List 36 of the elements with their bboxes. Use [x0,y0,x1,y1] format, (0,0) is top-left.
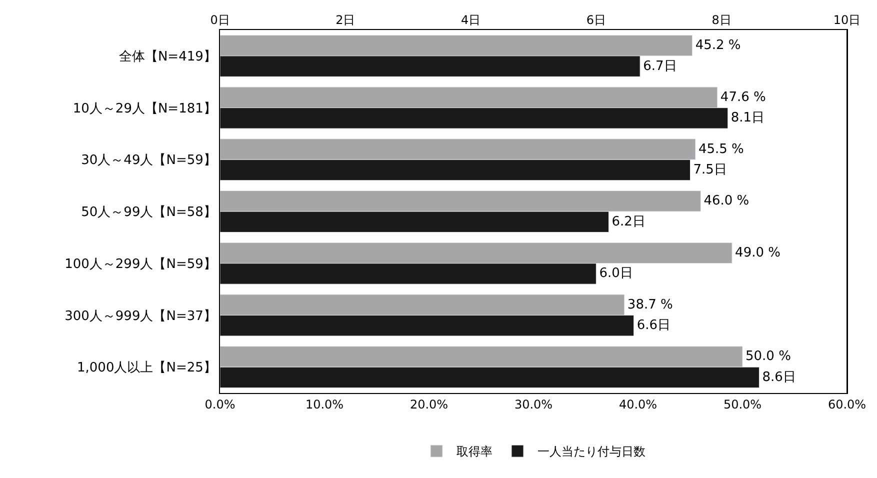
x-tick-label: 40.0% [618,397,658,412]
data-label: 47.6 % [720,90,766,105]
data-label: 46.0 % [704,194,750,209]
x-tick-label: 30.0% [514,397,553,412]
data-label: 45.5 % [698,142,744,157]
x2-tick-label: 0日 [210,13,230,28]
y-tick-label: 100人～299人【N=59】 [64,256,216,272]
data-label: 49.0 % [735,245,780,260]
data-label: 45.2 % [695,38,741,54]
x2-tick-label: 8日 [712,13,732,28]
y-tick-label: 10人～29人【N=181】 [72,101,216,116]
y-tick-label: 全体【N=419】 [118,49,216,64]
data-label: 6.2日 [612,214,646,230]
x-tick-label: 50.0% [723,397,762,412]
y-tick-label: 50人～99人【N=58】 [81,205,216,220]
x2-tick-label: 4日 [460,13,481,28]
data-label: 50.0 % [746,349,791,364]
x2-tick-label: 6日 [586,13,606,28]
x-tick-label: 0.0% [204,397,236,412]
data-label: 8.1日 [730,110,765,126]
data-label: 6.6日 [636,318,671,334]
data-label: 6.7日 [643,58,677,74]
data-label: 8.6日 [762,370,796,385]
y-tick-label: 30人～49人【N=59】 [81,153,216,168]
legend-label: 取得率 [456,444,492,459]
y-tick-label: 300人～999人【N=37】 [64,308,216,324]
y-tick-label: 1,000人以上【N=25】 [77,360,216,376]
x2-tick-label: 10日 [833,13,861,28]
x-tick-label: 20.0% [410,397,448,412]
legend-label: 一人当たり付与日数 [538,444,646,459]
x-tick-label: 10.0% [305,397,344,412]
data-label: 6.0日 [599,266,633,282]
x2-tick-label: 2日 [336,13,356,28]
data-label: 7.5日 [693,162,727,178]
x-tick-label: 60.0% [828,397,866,412]
data-label: 38.7 % [627,297,673,312]
